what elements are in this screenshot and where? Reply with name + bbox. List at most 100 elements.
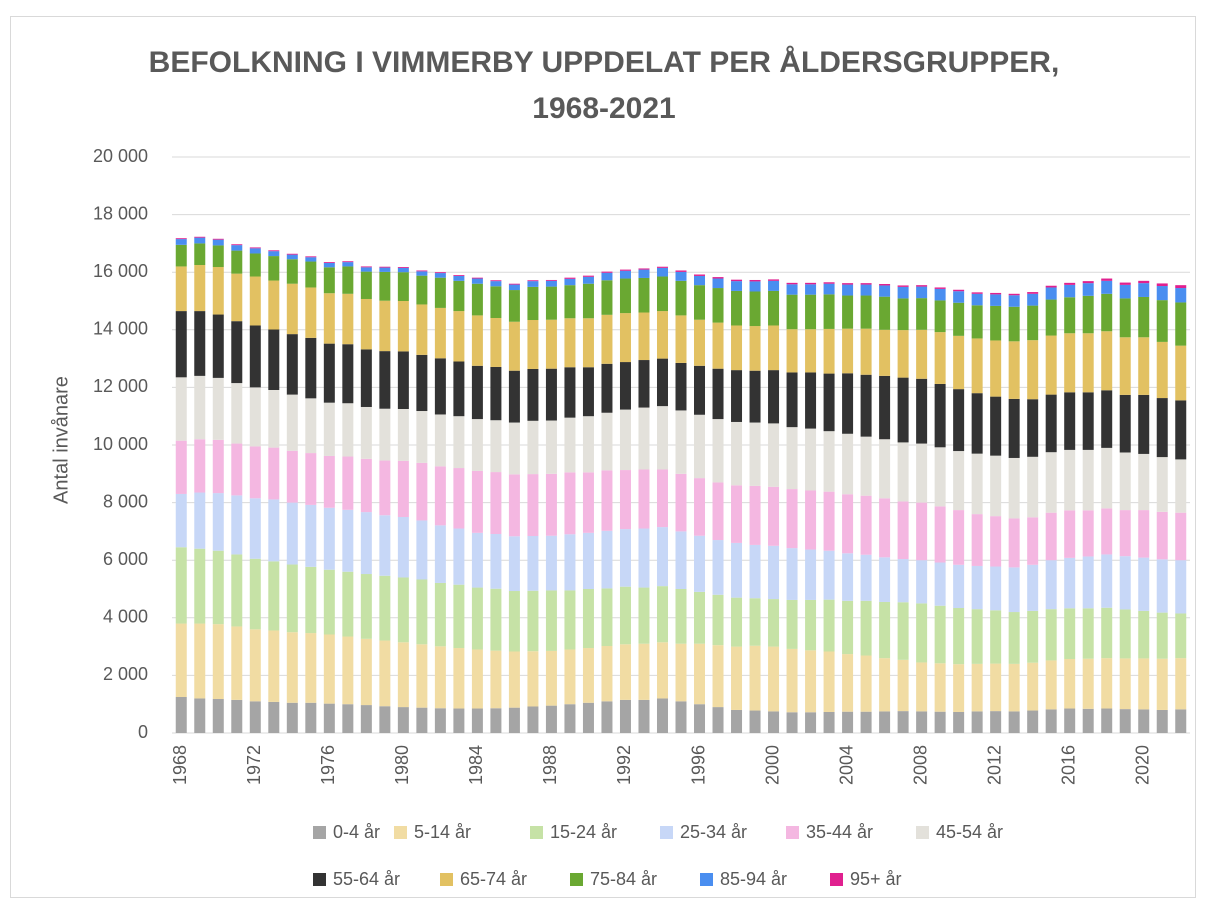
bar-segment bbox=[582, 472, 594, 533]
bar-segment bbox=[249, 253, 261, 277]
bar-segment bbox=[971, 453, 983, 515]
bar-segment bbox=[712, 482, 724, 541]
bar-segment bbox=[527, 651, 539, 707]
bar-segment bbox=[268, 280, 280, 330]
bar-segment bbox=[823, 491, 835, 551]
bar-segment bbox=[990, 516, 1002, 567]
bar-segment bbox=[768, 280, 780, 291]
bar-segment bbox=[582, 367, 594, 417]
bar-segment bbox=[749, 598, 761, 646]
bar-segment bbox=[860, 655, 872, 712]
bar-segment bbox=[471, 419, 483, 471]
bar-segment bbox=[971, 663, 983, 712]
bar-segment bbox=[286, 502, 298, 565]
bar-segment bbox=[305, 566, 317, 634]
bar-segment bbox=[601, 646, 613, 702]
bar-segment bbox=[471, 587, 483, 650]
bar-segment bbox=[916, 285, 928, 287]
bar-segment bbox=[1156, 511, 1168, 560]
bar-segment bbox=[342, 636, 354, 705]
bar-segment bbox=[971, 305, 983, 339]
bar-segment bbox=[879, 284, 891, 286]
bar-segment bbox=[638, 587, 650, 644]
bar-segment bbox=[860, 374, 872, 437]
bar-segment bbox=[490, 281, 502, 287]
bar-segment bbox=[638, 528, 650, 588]
bar-segment bbox=[1045, 709, 1057, 733]
bar-segment bbox=[342, 571, 354, 637]
y-tick-label: 0 bbox=[138, 722, 148, 742]
bar-segment bbox=[286, 334, 298, 395]
y-tick-label: 2 000 bbox=[103, 664, 148, 684]
bar-segment bbox=[953, 510, 965, 565]
bar-segment bbox=[305, 337, 317, 399]
bar-segment bbox=[934, 287, 946, 289]
bar-segment bbox=[971, 711, 983, 733]
bar-segment bbox=[823, 282, 835, 284]
bar-segment bbox=[638, 268, 650, 270]
bar-segment bbox=[879, 439, 891, 499]
bar-segment bbox=[453, 416, 465, 469]
bar-segment bbox=[619, 470, 631, 530]
bar-segment bbox=[1082, 283, 1094, 296]
bar-segment bbox=[175, 440, 187, 494]
bar-segment bbox=[379, 267, 391, 272]
bar-segment bbox=[342, 456, 354, 510]
bar-segment bbox=[1064, 333, 1076, 393]
bar-segment bbox=[731, 281, 743, 291]
bar-segment bbox=[1138, 453, 1150, 511]
bar-segment bbox=[416, 579, 428, 645]
bar-segment bbox=[305, 256, 317, 258]
bar-segment bbox=[731, 279, 743, 282]
bar-segment bbox=[916, 502, 928, 561]
bar-segment bbox=[323, 262, 335, 268]
bar-segment bbox=[842, 494, 854, 554]
bar-segment bbox=[508, 591, 520, 652]
bar-segment bbox=[453, 648, 465, 709]
bar-segment bbox=[749, 710, 761, 733]
bar-segment bbox=[860, 283, 872, 285]
bar-segment bbox=[231, 554, 243, 627]
bar-segment bbox=[1101, 390, 1113, 448]
x-tick-label: 1968 bbox=[170, 745, 190, 785]
bar-segment bbox=[397, 267, 409, 268]
bar-segment bbox=[823, 711, 835, 733]
bar-segment bbox=[175, 266, 187, 312]
bar-segment bbox=[434, 273, 446, 278]
bar-segment bbox=[305, 257, 317, 262]
bar-segment bbox=[1119, 284, 1131, 299]
bar-segment bbox=[656, 586, 668, 643]
bar-segment bbox=[1138, 296, 1150, 338]
bar-segment bbox=[434, 708, 446, 733]
bar-segment bbox=[916, 298, 928, 330]
bar-segment bbox=[1027, 517, 1039, 565]
bar-segment bbox=[342, 704, 354, 733]
bar-segment bbox=[619, 270, 631, 279]
chart-frame bbox=[10, 16, 1196, 898]
bar-segment bbox=[1138, 510, 1150, 558]
bar-segment bbox=[212, 439, 224, 494]
bar-segment bbox=[1064, 708, 1076, 733]
legend-label: 35-44 år bbox=[806, 822, 873, 842]
bar-segment bbox=[601, 363, 613, 413]
bar-segment bbox=[545, 535, 557, 591]
legend-swatch bbox=[394, 826, 407, 839]
bar-segment bbox=[1027, 456, 1039, 518]
bar-segment bbox=[397, 707, 409, 733]
bar-segment bbox=[712, 707, 724, 733]
bar-segment bbox=[305, 261, 317, 288]
bar-segment bbox=[268, 251, 280, 257]
bar-segment bbox=[545, 286, 557, 320]
bar-segment bbox=[601, 314, 613, 364]
bar-segment bbox=[249, 276, 261, 326]
bar-segment bbox=[990, 294, 1002, 306]
bar-segment bbox=[212, 377, 224, 440]
bar-segment bbox=[379, 266, 391, 268]
bar-segment bbox=[175, 547, 187, 624]
bar-segment bbox=[934, 447, 946, 507]
bar-segment bbox=[1101, 280, 1113, 294]
bar-segment bbox=[1138, 557, 1150, 611]
bar-segment bbox=[490, 366, 502, 421]
bar-segment bbox=[397, 301, 409, 352]
bar-segment bbox=[194, 548, 206, 624]
